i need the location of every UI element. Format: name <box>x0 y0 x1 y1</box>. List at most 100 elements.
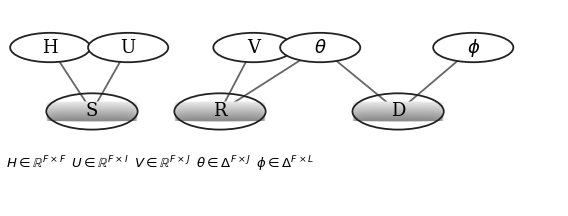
Ellipse shape <box>353 106 444 108</box>
Ellipse shape <box>174 115 266 117</box>
Ellipse shape <box>47 109 137 111</box>
Ellipse shape <box>174 111 266 113</box>
Ellipse shape <box>47 106 137 108</box>
Ellipse shape <box>47 114 137 115</box>
Ellipse shape <box>174 108 266 110</box>
Ellipse shape <box>353 104 444 106</box>
Ellipse shape <box>47 107 137 109</box>
Ellipse shape <box>47 112 137 114</box>
Ellipse shape <box>353 110 444 112</box>
Ellipse shape <box>174 114 266 116</box>
Ellipse shape <box>47 103 137 105</box>
Ellipse shape <box>174 117 266 119</box>
Ellipse shape <box>174 115 266 117</box>
Ellipse shape <box>174 112 266 114</box>
Ellipse shape <box>47 108 137 110</box>
Ellipse shape <box>47 102 137 104</box>
Ellipse shape <box>88 33 168 62</box>
Ellipse shape <box>174 113 266 115</box>
Ellipse shape <box>47 108 137 110</box>
Text: U: U <box>120 38 136 57</box>
Ellipse shape <box>174 119 266 121</box>
Ellipse shape <box>174 119 266 121</box>
Ellipse shape <box>353 113 444 115</box>
Ellipse shape <box>174 111 266 113</box>
Ellipse shape <box>353 105 444 107</box>
Text: V: V <box>247 38 260 57</box>
Ellipse shape <box>353 118 444 120</box>
Ellipse shape <box>353 117 444 119</box>
Ellipse shape <box>174 104 266 106</box>
Ellipse shape <box>174 108 266 109</box>
Ellipse shape <box>47 112 137 114</box>
Ellipse shape <box>353 119 444 121</box>
Ellipse shape <box>353 116 444 118</box>
Text: D: D <box>391 102 406 121</box>
Ellipse shape <box>353 113 444 114</box>
Ellipse shape <box>353 111 444 113</box>
Ellipse shape <box>47 117 137 119</box>
Ellipse shape <box>353 117 444 119</box>
Ellipse shape <box>174 117 266 119</box>
Ellipse shape <box>353 115 444 117</box>
Ellipse shape <box>174 116 266 118</box>
Ellipse shape <box>353 108 444 110</box>
Ellipse shape <box>174 120 266 121</box>
Ellipse shape <box>174 105 266 107</box>
Ellipse shape <box>47 116 137 118</box>
Ellipse shape <box>353 106 444 108</box>
Ellipse shape <box>47 113 137 114</box>
Ellipse shape <box>174 107 266 109</box>
Ellipse shape <box>353 119 444 121</box>
Ellipse shape <box>353 108 444 110</box>
Ellipse shape <box>353 105 444 106</box>
Ellipse shape <box>353 108 444 109</box>
Ellipse shape <box>174 105 266 106</box>
Ellipse shape <box>174 108 266 110</box>
Ellipse shape <box>47 102 137 104</box>
Ellipse shape <box>353 109 444 111</box>
Ellipse shape <box>353 110 444 112</box>
Ellipse shape <box>353 118 444 120</box>
Ellipse shape <box>47 104 137 106</box>
Ellipse shape <box>353 102 444 104</box>
Ellipse shape <box>47 105 137 106</box>
Ellipse shape <box>353 104 444 106</box>
Ellipse shape <box>174 109 266 111</box>
Text: H: H <box>43 38 58 57</box>
Ellipse shape <box>174 112 266 114</box>
Ellipse shape <box>353 103 444 105</box>
Ellipse shape <box>174 118 266 120</box>
Ellipse shape <box>174 109 266 111</box>
Ellipse shape <box>174 102 266 103</box>
Ellipse shape <box>47 109 137 111</box>
Ellipse shape <box>174 116 266 118</box>
Ellipse shape <box>10 33 90 62</box>
Ellipse shape <box>353 120 444 121</box>
Ellipse shape <box>353 116 444 118</box>
Ellipse shape <box>353 114 444 115</box>
Ellipse shape <box>353 112 444 114</box>
Ellipse shape <box>47 115 137 117</box>
Ellipse shape <box>353 112 444 114</box>
Ellipse shape <box>174 110 266 112</box>
Text: $\phi$: $\phi$ <box>466 37 480 59</box>
Ellipse shape <box>214 33 294 62</box>
Ellipse shape <box>47 111 137 113</box>
Ellipse shape <box>47 118 137 120</box>
Ellipse shape <box>47 114 137 116</box>
Ellipse shape <box>47 115 137 117</box>
Text: S: S <box>86 102 98 121</box>
Ellipse shape <box>47 110 137 112</box>
Ellipse shape <box>174 102 266 104</box>
Text: R: R <box>213 102 227 121</box>
Ellipse shape <box>47 116 137 118</box>
Ellipse shape <box>174 114 266 116</box>
Ellipse shape <box>353 107 444 109</box>
Ellipse shape <box>433 33 513 62</box>
Ellipse shape <box>174 106 266 108</box>
Text: $H \in \mathbb{R}^{F\times F}\enspace U \in \mathbb{R}^{F\times I}\enspace V \in: $H \in \mathbb{R}^{F\times F}\enspace U … <box>6 154 314 174</box>
Ellipse shape <box>47 110 137 112</box>
Ellipse shape <box>174 114 266 115</box>
Ellipse shape <box>47 117 137 119</box>
